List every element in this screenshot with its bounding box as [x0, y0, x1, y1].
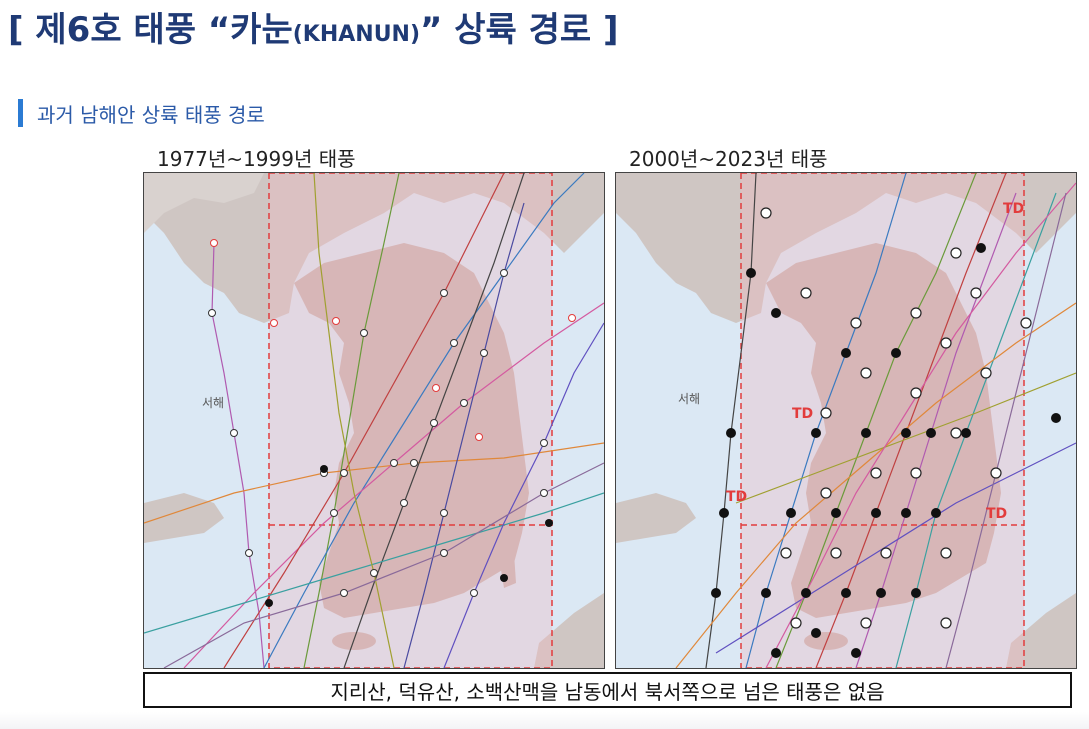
title-end: ” 상륙 경로 ]: [420, 10, 619, 50]
sea-label-left: 서해: [202, 396, 224, 410]
td-marker-2: TD: [792, 406, 813, 422]
panel-label-2000-2023: 2000년~2023년 태풍: [629, 147, 828, 171]
bottom-strip: [0, 712, 1089, 729]
track-map-1977-1999: 서해: [143, 172, 605, 669]
conclusion-note: 지리산, 덕유산, 소백산맥을 남동에서 북서쪽으로 넘은 태풍은 없음: [143, 672, 1072, 708]
track-map-1977-1999-svg: 서해: [144, 173, 604, 668]
td-marker-3: TD: [726, 489, 747, 505]
td-marker-4: TD: [986, 506, 1007, 522]
panel-label-1977-1999: 1977년~1999년 태풍: [157, 147, 356, 171]
sea-label-right: 서해: [678, 392, 700, 406]
track-map-2000-2023-svg: TD TD TD TD 서해: [616, 173, 1076, 668]
td-marker-1: TD: [1003, 201, 1024, 217]
title-main: [ 제6호 태풍 “카눈: [8, 10, 293, 50]
track-map-2000-2023: TD TD TD TD 서해: [615, 172, 1077, 669]
page-title: [ 제6호 태풍 “카눈(KHANUN)” 상륙 경로 ]: [8, 2, 619, 51]
title-english-name: (KHANUN): [292, 22, 421, 47]
section-heading: 과거 남해안 상륙 태풍 경로: [18, 98, 265, 128]
section-label: 과거 남해안 상륙 태풍 경로: [37, 102, 265, 127]
section-accent-bar: [18, 99, 23, 127]
